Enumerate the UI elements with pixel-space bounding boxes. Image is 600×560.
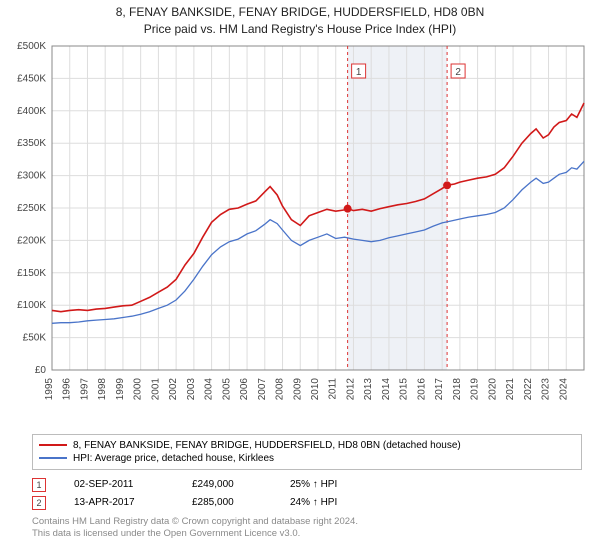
svg-text:2012: 2012 (345, 377, 356, 400)
svg-text:2020: 2020 (487, 377, 498, 400)
svg-text:2024: 2024 (558, 377, 569, 400)
svg-text:1997: 1997 (79, 377, 90, 400)
svg-text:2011: 2011 (328, 377, 339, 399)
footnote: Contains HM Land Registry data © Crown c… (32, 516, 582, 541)
svg-text:2015: 2015 (399, 377, 410, 400)
legend-label: HPI: Average price, detached house, Kirk… (73, 453, 274, 464)
svg-text:2009: 2009 (292, 377, 303, 400)
svg-text:£350K: £350K (17, 138, 46, 149)
svg-text:1: 1 (356, 67, 362, 78)
sale-price: £249,000 (192, 479, 262, 490)
sale-marker-box: 2 (32, 496, 46, 510)
legend-row: HPI: Average price, detached house, Kirk… (39, 452, 575, 465)
svg-text:2023: 2023 (541, 377, 552, 400)
svg-text:£250K: £250K (17, 203, 46, 214)
sale-delta: 25% ↑ HPI (290, 479, 337, 490)
svg-text:2: 2 (455, 67, 461, 78)
sale-date: 02-SEP-2011 (74, 479, 164, 490)
title-line2: Price paid vs. HM Land Registry's House … (0, 21, 600, 38)
svg-text:2008: 2008 (275, 377, 286, 400)
legend: 8, FENAY BANKSIDE, FENAY BRIDGE, HUDDERS… (32, 434, 582, 470)
svg-text:£450K: £450K (17, 73, 46, 84)
legend-row: 8, FENAY BANKSIDE, FENAY BRIDGE, HUDDERS… (39, 439, 575, 452)
svg-text:2017: 2017 (434, 377, 445, 400)
sale-row: 2 13-APR-2017 £285,000 24% ↑ HPI (32, 494, 582, 512)
footnote-line2: This data is licensed under the Open Gov… (32, 528, 582, 540)
chart-title: 8, FENAY BANKSIDE, FENAY BRIDGE, HUDDERS… (0, 0, 600, 38)
svg-text:2001: 2001 (150, 377, 161, 400)
svg-text:1996: 1996 (62, 377, 73, 400)
chart-svg: £0 £50K £100K £150K £200K £250K £300K £350K £400… (0, 38, 600, 428)
sale-price: £285,000 (192, 497, 262, 508)
svg-text:2000: 2000 (133, 377, 144, 400)
sale-delta: 24% ↑ HPI (290, 497, 337, 508)
footnote-line1: Contains HM Land Registry data © Crown c… (32, 516, 582, 528)
chart-plot: £0 £50K £100K £150K £200K £250K £300K £350K £400… (0, 38, 600, 428)
svg-text:1999: 1999 (115, 377, 126, 400)
sale-date: 13-APR-2017 (74, 497, 164, 508)
svg-text:2007: 2007 (257, 377, 268, 400)
sale-row: 1 02-SEP-2011 £249,000 25% ↑ HPI (32, 476, 582, 494)
chart-container: { "title": { "line1": "8, FENAY BANKSIDE… (0, 0, 600, 540)
svg-text:2021: 2021 (505, 377, 516, 400)
svg-text:£300K: £300K (17, 170, 46, 181)
svg-text:1998: 1998 (97, 377, 108, 400)
sale-marker-box: 1 (32, 478, 46, 492)
svg-text:£50K: £50K (23, 332, 47, 343)
svg-text:2013: 2013 (363, 377, 374, 400)
svg-text:£0: £0 (35, 365, 47, 376)
svg-text:2003: 2003 (186, 377, 197, 400)
svg-text:2016: 2016 (416, 377, 427, 400)
svg-text:£150K: £150K (17, 267, 46, 278)
legend-label: 8, FENAY BANKSIDE, FENAY BRIDGE, HUDDERS… (73, 440, 461, 451)
svg-text:£500K: £500K (17, 41, 46, 52)
svg-text:2018: 2018 (452, 377, 463, 400)
title-line1: 8, FENAY BANKSIDE, FENAY BRIDGE, HUDDERS… (0, 4, 600, 21)
svg-text:1995: 1995 (44, 377, 55, 400)
svg-text:2019: 2019 (470, 377, 481, 400)
legend-swatch (39, 444, 67, 446)
svg-text:£100K: £100K (17, 300, 46, 311)
svg-text:2006: 2006 (239, 377, 250, 400)
svg-text:2010: 2010 (310, 377, 321, 400)
svg-text:2005: 2005 (221, 377, 232, 400)
legend-swatch (39, 457, 67, 459)
svg-text:£400K: £400K (17, 105, 46, 116)
svg-text:2014: 2014 (381, 377, 392, 400)
svg-text:2022: 2022 (523, 377, 534, 400)
svg-text:£200K: £200K (17, 235, 46, 246)
svg-text:2004: 2004 (204, 377, 215, 400)
sales-table: 1 02-SEP-2011 £249,000 25% ↑ HPI 2 13-APR-201… (32, 476, 582, 512)
svg-text:2002: 2002 (168, 377, 179, 400)
